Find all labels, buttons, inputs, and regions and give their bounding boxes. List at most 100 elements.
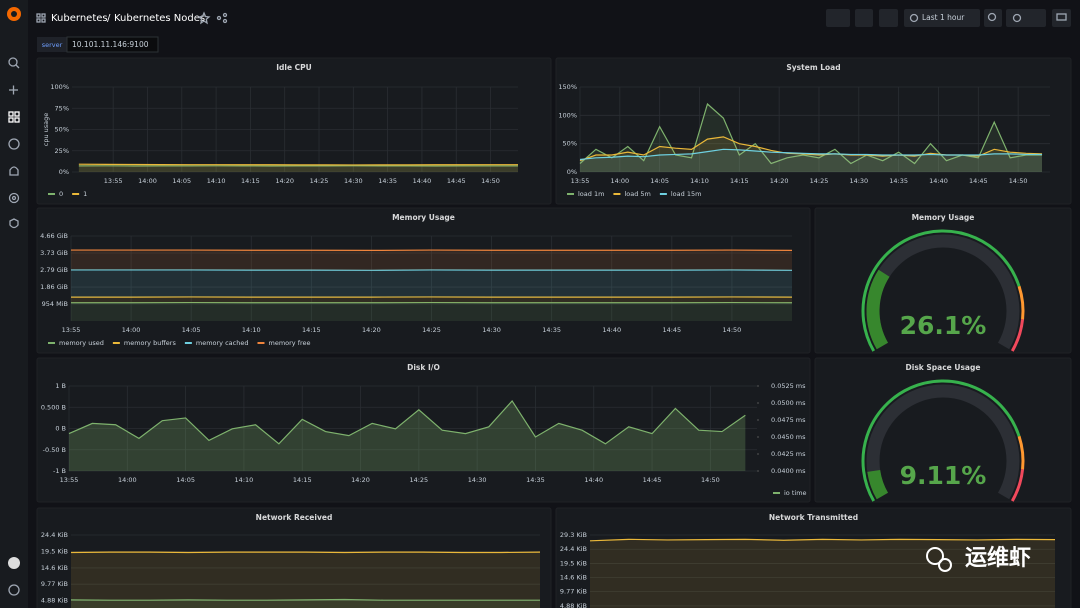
gauge-threshold-arc	[1010, 469, 1025, 502]
configuration-icon[interactable]	[8, 192, 20, 204]
area-fill	[71, 302, 792, 321]
x-tick-label: 14:10	[690, 177, 709, 185]
panel-title: Idle CPU	[276, 63, 312, 72]
variable-value[interactable]: 10.101.11.146:9100	[72, 40, 149, 49]
gauge-threshold-arc	[1017, 285, 1025, 320]
x-tick-label: 14:35	[378, 177, 397, 185]
y-tick-label: 3.73 GiB	[40, 249, 68, 257]
y-axis-label: cpu usage	[42, 113, 50, 147]
panel-title: System Load	[786, 63, 840, 72]
y-tick-label: 19.5 KiB	[41, 547, 68, 555]
x-tick-label: 14:25	[409, 476, 428, 484]
x-tick-label: 13:55	[60, 476, 79, 484]
admin-icon[interactable]	[9, 218, 19, 229]
y-tick-label: 4.66 GiB	[40, 232, 68, 240]
refresh-button[interactable]	[1006, 9, 1046, 27]
user-avatar[interactable]	[8, 557, 20, 569]
area-fill	[590, 539, 1055, 608]
y-tick-label: 4.88 KiB	[41, 597, 68, 605]
gauge-threshold-arc	[861, 379, 1021, 502]
legend-label: load 1m	[578, 190, 604, 198]
legend-label: 1	[83, 190, 87, 198]
variable-select[interactable]	[66, 36, 159, 53]
tv-mode-button[interactable]	[1052, 9, 1071, 27]
x-tick-label: 14:40	[584, 476, 603, 484]
dashboard-title[interactable]: Kubernetes Nodes	[114, 13, 205, 24]
x-tick-label: 14:50	[701, 476, 720, 484]
search-icon[interactable]	[8, 57, 20, 69]
dashboards-icon[interactable]	[8, 111, 20, 123]
x-tick-label: 14:25	[310, 177, 329, 185]
x-tick-label: 14:00	[138, 177, 157, 185]
legend-label: io time	[784, 489, 807, 497]
x-tick-label: 14:40	[413, 177, 432, 185]
x-tick-label: 14:20	[351, 476, 370, 484]
help-icon[interactable]	[8, 584, 20, 596]
grafana-logo[interactable]	[7, 7, 21, 21]
y2-tick-label: 0.0400 ms	[771, 467, 806, 475]
gauge-track	[866, 384, 1020, 500]
y-tick-label: 50%	[563, 140, 577, 148]
create-icon[interactable]	[9, 85, 18, 95]
x-tick-label: 14:50	[481, 177, 500, 185]
share-button[interactable]	[216, 12, 228, 24]
dashboard-grid-icon	[36, 13, 46, 23]
gauge-threshold-arc	[1017, 435, 1025, 470]
y-tick-label: 25%	[55, 147, 69, 155]
y-tick-label: 0.500 B	[41, 403, 66, 411]
time-picker[interactable]	[904, 9, 980, 27]
watermark: 运维虾	[965, 545, 1031, 571]
x-tick-label: 14:15	[293, 476, 312, 484]
x-tick-label: 14:05	[650, 177, 669, 185]
x-tick-label: 14:00	[122, 326, 141, 334]
settings-button[interactable]	[879, 9, 898, 27]
x-tick-label: 14:00	[610, 177, 629, 185]
x-tick-label: 14:15	[241, 177, 260, 185]
x-tick-label: 14:50	[1009, 177, 1028, 185]
star-button[interactable]	[197, 11, 211, 25]
sidebar	[0, 0, 28, 608]
x-tick-label: 14:35	[889, 177, 908, 185]
series-line	[68, 399, 746, 445]
panel	[36, 357, 811, 503]
panel	[555, 507, 1072, 608]
x-tick-label: 14:10	[235, 476, 254, 484]
y-tick-label: 9.77 KiB	[560, 588, 587, 596]
area-fill	[71, 296, 792, 303]
area-fill	[71, 552, 540, 608]
x-tick-label: 14:20	[770, 177, 789, 185]
variable-label-box	[37, 37, 67, 52]
breadcrumb-folder[interactable]: Kubernetes	[51, 13, 108, 24]
y2-tick-label: 0.0500 ms	[771, 399, 806, 407]
zoom-out-button[interactable]	[984, 9, 1002, 27]
legend-label: memory buffers	[124, 339, 177, 347]
x-tick-label: 14:15	[302, 326, 321, 334]
x-tick-label: 14:35	[526, 476, 545, 484]
x-tick-label: 13:55	[62, 326, 81, 334]
y-tick-label: 0 B	[55, 425, 66, 433]
series-line	[579, 148, 1043, 161]
y-tick-label: 1 B	[55, 382, 66, 390]
gauge-value-arc	[866, 269, 890, 350]
x-tick-label: 14:30	[344, 177, 363, 185]
add-panel-button[interactable]	[826, 9, 850, 27]
y-tick-label: 2.79 GiB	[40, 266, 68, 274]
refresh-icon	[1012, 13, 1022, 23]
x-tick-label: 14:45	[969, 177, 988, 185]
x-tick-label: 14:20	[275, 177, 294, 185]
time-range[interactable]: Last 1 hour	[922, 13, 965, 22]
panel	[36, 507, 552, 608]
x-tick-label: 14:40	[929, 177, 948, 185]
y-tick-label: -1 B	[53, 467, 66, 475]
alerting-icon[interactable]	[9, 166, 19, 176]
save-button[interactable]	[855, 9, 873, 27]
area-fill	[580, 136, 1043, 172]
explore-icon[interactable]	[8, 138, 20, 150]
panel-title: Network Received	[256, 513, 333, 522]
x-tick-label: 14:05	[182, 326, 201, 334]
area-fill	[78, 165, 518, 172]
x-tick-label: 14:45	[662, 326, 681, 334]
gauge-threshold-arc	[1010, 319, 1025, 352]
